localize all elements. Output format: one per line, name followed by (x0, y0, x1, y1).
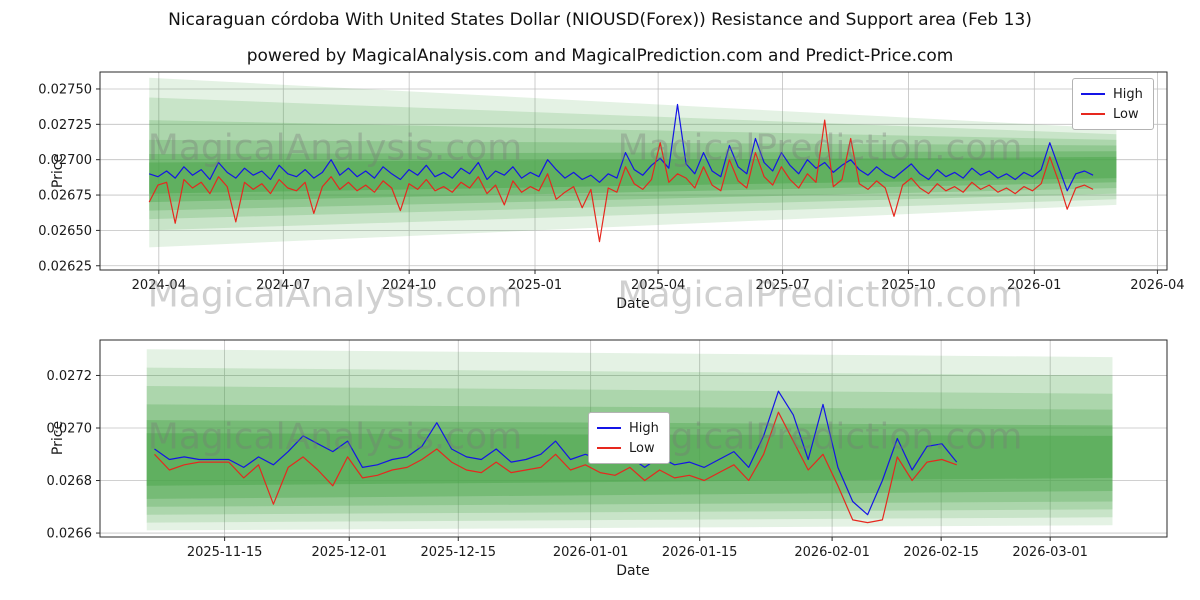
legend-item-high: High (597, 418, 659, 438)
high-line-swatch (1081, 93, 1105, 95)
x-tick-label: 2026-01-01 (553, 545, 629, 560)
legend-item-low: Low (1081, 104, 1143, 124)
x-tick-label: 2025-07 (755, 278, 809, 293)
x-tick-label: 2025-04 (631, 278, 685, 293)
x-tick-label: 2024-10 (382, 278, 436, 293)
x-tick-label: 2026-04 (1130, 278, 1184, 293)
legend-label-low: Low (629, 440, 655, 456)
x-tick-label: 2025-11-15 (187, 545, 263, 560)
bottom-xlabel: Date (616, 563, 649, 579)
low-line-swatch (1081, 113, 1105, 115)
legend-label-high: High (1113, 86, 1143, 102)
x-tick-label: 2025-12-15 (420, 545, 496, 560)
legend-item-high: High (1081, 84, 1143, 104)
y-tick-label: 0.0268 (47, 474, 93, 489)
y-tick-label: 0.02675 (38, 189, 92, 204)
legend-item-low: Low (597, 438, 659, 458)
y-tick-label: 0.02625 (38, 259, 92, 274)
x-tick-label: 2024-04 (132, 278, 186, 293)
x-tick-label: 2026-03-01 (1012, 545, 1088, 560)
top-ylabel: Price (50, 154, 66, 188)
y-tick-label: 0.0266 (47, 527, 93, 542)
y-tick-label: 0.02700 (38, 153, 92, 168)
x-tick-label: 2025-01 (508, 278, 562, 293)
chart-title: Nicaraguan córdoba With United States Do… (168, 10, 1032, 30)
bottom-ylabel: Price (50, 421, 66, 455)
x-tick-label: 2026-02-01 (794, 545, 870, 560)
top-legend: High Low (1072, 78, 1154, 130)
x-tick-label: 2026-01 (1007, 278, 1061, 293)
chart-subtitle: powered by MagicalAnalysis.com and Magic… (246, 46, 954, 66)
x-tick-label: 2024-07 (256, 278, 310, 293)
top-xlabel: Date (616, 296, 649, 312)
low-line-swatch (597, 447, 621, 449)
x-tick-label: 2025-12-01 (311, 545, 387, 560)
high-line-swatch (597, 427, 621, 429)
x-tick-label: 2025-10 (881, 278, 935, 293)
legend-label-low: Low (1113, 106, 1139, 122)
x-tick-label: 2026-02-15 (903, 545, 979, 560)
bottom-legend: High Low (588, 412, 670, 464)
y-tick-label: 0.0270 (47, 421, 93, 436)
y-tick-label: 0.02725 (38, 118, 92, 133)
legend-label-high: High (629, 420, 659, 436)
x-tick-label: 2026-01-15 (662, 545, 738, 560)
y-tick-label: 0.02750 (38, 82, 92, 97)
y-tick-label: 0.02650 (38, 224, 92, 239)
y-tick-label: 0.0272 (47, 369, 93, 384)
